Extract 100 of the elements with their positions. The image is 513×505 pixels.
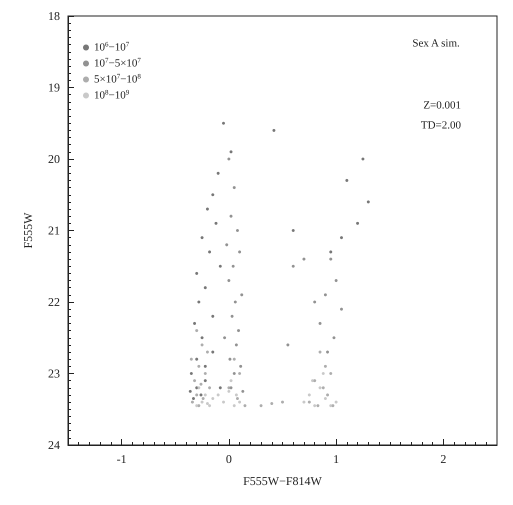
point <box>222 400 226 404</box>
point <box>195 393 198 396</box>
x-tick-label: 1 <box>333 452 340 466</box>
point <box>214 222 218 225</box>
point <box>227 386 230 390</box>
point <box>230 150 233 154</box>
point <box>222 122 226 125</box>
point <box>286 343 290 346</box>
point <box>204 393 207 396</box>
point <box>190 358 193 361</box>
point <box>197 300 200 304</box>
point <box>199 393 202 396</box>
point <box>225 243 228 246</box>
y-tick-label: 22 <box>48 295 60 309</box>
point <box>216 393 220 396</box>
point <box>324 364 327 368</box>
point <box>199 382 202 386</box>
point <box>228 358 232 361</box>
point <box>188 390 192 393</box>
point <box>332 336 336 340</box>
point <box>232 186 236 190</box>
annotation: Z=0.001 <box>423 100 462 112</box>
point <box>356 222 360 225</box>
y-tick-label: 20 <box>48 152 60 166</box>
point <box>202 397 205 400</box>
point <box>318 322 322 325</box>
point <box>230 314 234 318</box>
point <box>227 158 230 160</box>
point <box>204 372 207 375</box>
point <box>192 397 195 400</box>
point <box>234 393 238 396</box>
point <box>366 200 370 204</box>
annotation: Sex A sim. <box>412 38 460 50</box>
point <box>232 358 236 361</box>
point <box>206 402 209 406</box>
point <box>193 322 196 325</box>
y-axis-title: F555W <box>21 212 35 248</box>
point <box>190 400 194 404</box>
point <box>200 336 204 340</box>
point <box>243 404 246 408</box>
point <box>292 264 295 268</box>
point <box>324 293 327 296</box>
point <box>236 397 239 400</box>
point <box>206 350 209 354</box>
point <box>200 400 204 404</box>
point <box>211 350 214 354</box>
point <box>326 350 330 354</box>
point <box>316 404 320 408</box>
point <box>345 178 348 182</box>
x-tick-label: -1 <box>116 452 127 466</box>
point <box>216 172 220 175</box>
point <box>206 208 209 211</box>
point <box>318 350 322 354</box>
point <box>329 250 332 254</box>
point <box>208 250 212 254</box>
point <box>260 404 263 408</box>
point <box>238 400 242 404</box>
point <box>195 329 198 332</box>
point <box>223 336 226 340</box>
annotation: TD=2.00 <box>420 120 462 132</box>
point <box>281 400 284 404</box>
y-tick-label: 18 <box>48 9 60 23</box>
point <box>208 404 212 408</box>
y-tick-label: 23 <box>48 366 60 380</box>
x-axis-title: F555W−F814W <box>243 474 323 488</box>
point <box>204 286 207 290</box>
x-tick-label: 0 <box>226 452 232 466</box>
point <box>227 279 230 282</box>
point <box>308 400 311 404</box>
point <box>329 258 332 261</box>
point <box>340 308 343 311</box>
point <box>313 404 316 408</box>
point <box>230 214 233 218</box>
point <box>232 372 236 375</box>
point <box>195 358 198 361</box>
point <box>200 236 204 240</box>
point <box>211 397 214 400</box>
point <box>193 379 196 382</box>
point <box>197 364 200 368</box>
point <box>190 372 193 375</box>
point <box>322 386 325 390</box>
point <box>218 264 222 268</box>
point <box>195 272 198 275</box>
point <box>326 393 330 396</box>
y-tick-label: 19 <box>48 80 60 94</box>
point <box>238 250 242 254</box>
point <box>211 193 214 196</box>
point <box>302 258 306 261</box>
point <box>236 229 239 232</box>
point <box>302 400 306 404</box>
point <box>308 393 311 396</box>
point <box>234 343 238 346</box>
point <box>234 300 237 304</box>
point <box>318 386 322 390</box>
point <box>208 386 212 390</box>
point <box>241 390 244 393</box>
x-tick-label: 2 <box>440 452 446 466</box>
point <box>239 364 242 368</box>
point <box>204 379 207 382</box>
point <box>334 279 338 282</box>
